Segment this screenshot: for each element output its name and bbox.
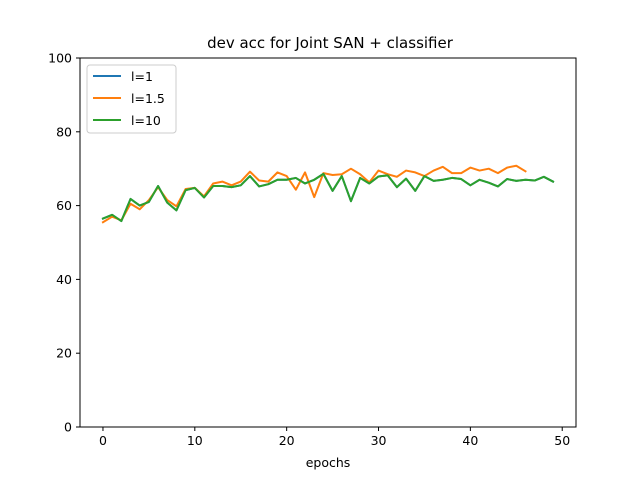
x-tick-label-3: 30 <box>371 433 387 448</box>
chart-title: dev acc for Joint SAN + classifier <box>207 34 454 52</box>
legend-label-1: l=1.5 <box>131 91 165 106</box>
y-tick-label-1: 20 <box>56 346 72 361</box>
legend-label-0: l=1 <box>131 69 153 84</box>
x-tick-label-5: 50 <box>554 433 570 448</box>
series-line-2 <box>101 172 555 223</box>
y-tick-label-2: 40 <box>56 272 72 287</box>
axes-layer: 0 10 20 30 40 50 0 20 40 60 80 100 <box>48 51 577 448</box>
x-tick-label-4: 40 <box>462 433 478 448</box>
series-line-1 <box>101 164 527 224</box>
x-tick-label-0: 0 <box>99 433 107 448</box>
y-tick-label-3: 60 <box>56 198 72 213</box>
legend: l=1 l=1.5 l=10 <box>86 64 177 134</box>
x-axis-label: epochs <box>306 455 351 470</box>
x-tick-label-2: 20 <box>279 433 295 448</box>
legend-label-2: l=10 <box>131 113 161 128</box>
legend-box <box>86 64 177 134</box>
plot-frame <box>79 57 577 428</box>
x-tick-label-1: 10 <box>187 433 203 448</box>
y-tick-label-4: 80 <box>56 124 72 139</box>
y-tick-label-5: 100 <box>48 51 72 66</box>
y-tick-label-0: 0 <box>64 420 72 435</box>
series-layer <box>101 164 555 224</box>
